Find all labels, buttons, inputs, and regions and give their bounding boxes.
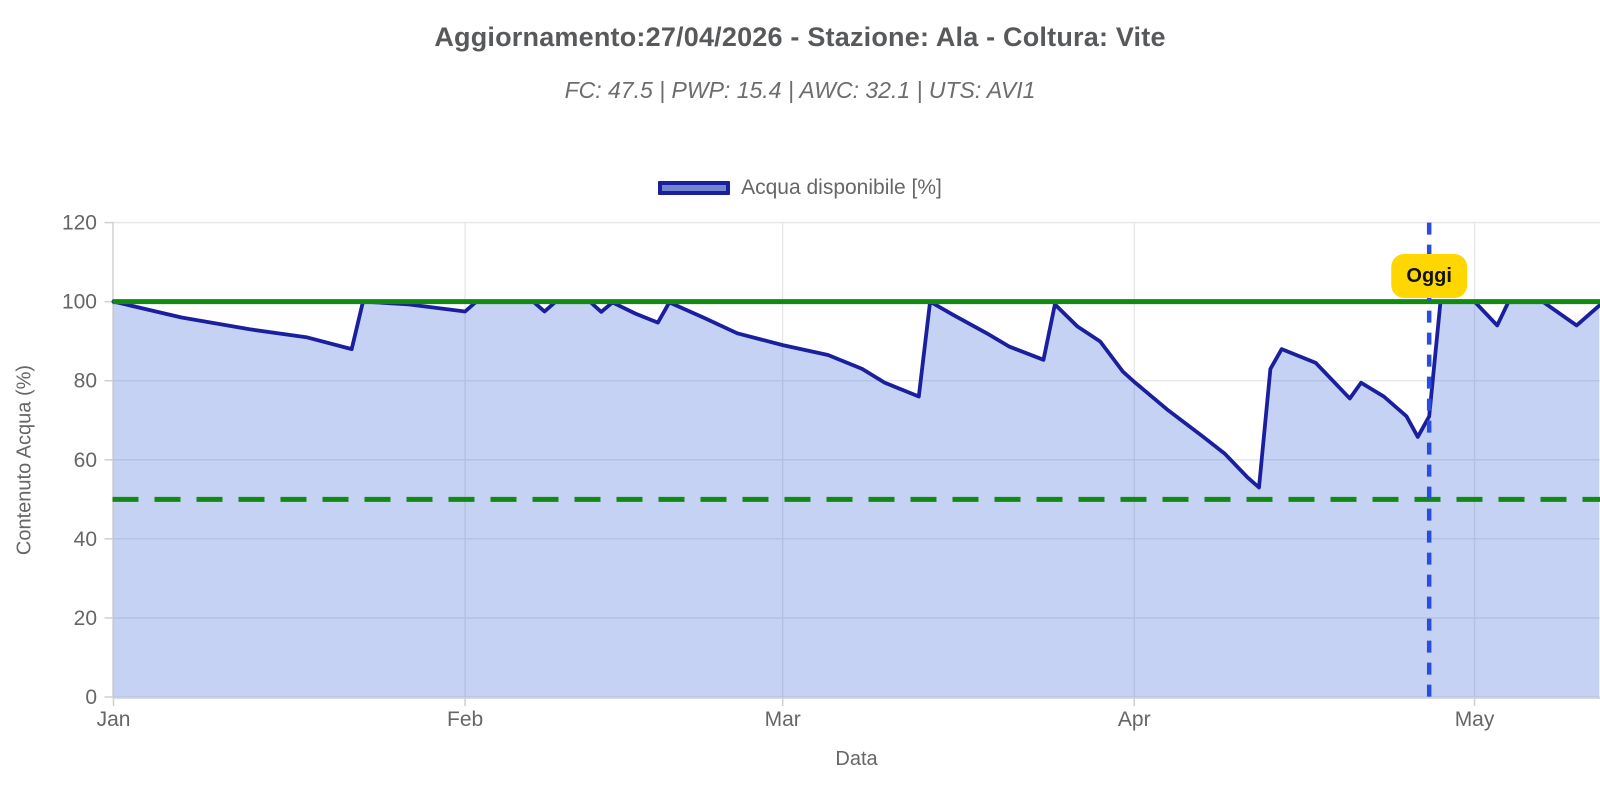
y-tick-label: 60 (74, 449, 97, 472)
x-tick-label: Mar (765, 708, 801, 731)
water-area (113, 301, 1600, 697)
x-tick-label: May (1455, 708, 1495, 731)
chart-title: Aggiornamento:27/04/2026 - Stazione: Ala… (434, 22, 1166, 52)
x-tick-label: Jan (97, 708, 131, 731)
legend-label: Acqua disponibile [%] (741, 176, 942, 199)
y-tick-label: 20 (74, 607, 97, 630)
y-tick-label: 80 (74, 370, 97, 393)
legend-item-acqua-disponibile[interactable]: Acqua disponibile [%] (658, 176, 942, 200)
y-tick-label: 40 (74, 528, 97, 551)
legend-swatch (658, 181, 731, 195)
x-tick-label: Feb (447, 708, 483, 731)
legend: Acqua disponibile [%] (0, 176, 1600, 200)
y-tick-label: 0 (85, 686, 97, 709)
chart-subtitle: FC: 47.5 | PWP: 15.4 | AWC: 32.1 | UTS: … (564, 77, 1036, 103)
y-tick-label: 120 (62, 212, 97, 235)
x-axis-title: Data (835, 748, 878, 770)
today-badge: Oggi (1391, 254, 1467, 298)
x-tick-label: Apr (1118, 708, 1151, 731)
y-tick-label: 100 (62, 291, 97, 314)
